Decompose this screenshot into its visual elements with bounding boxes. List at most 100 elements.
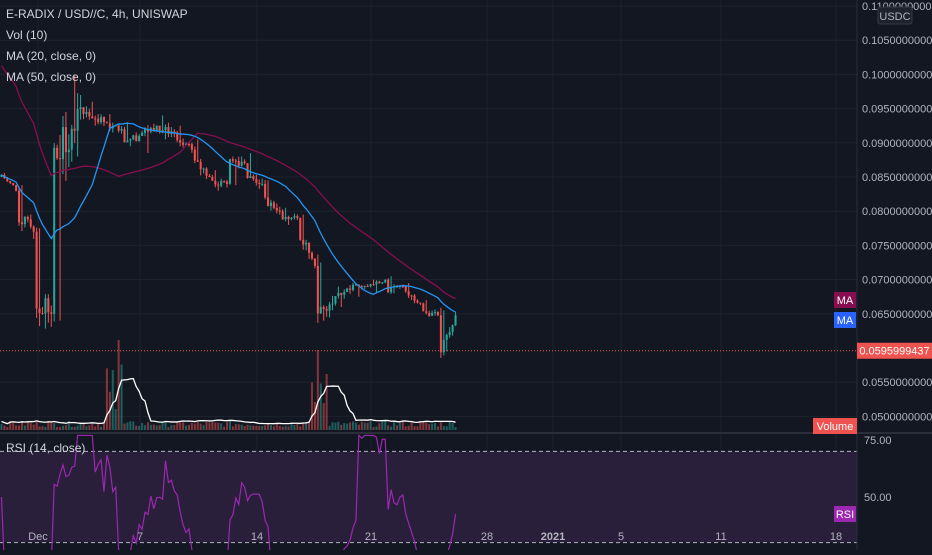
candle-body bbox=[126, 140, 129, 143]
volume-bar bbox=[126, 422, 129, 430]
volume-bar bbox=[319, 383, 322, 430]
candle-body bbox=[410, 295, 413, 297]
volume-bar bbox=[381, 421, 384, 430]
volume-bar bbox=[79, 423, 82, 430]
rsi-tick-label: 50.00 bbox=[864, 492, 892, 504]
volume-bar bbox=[15, 425, 18, 430]
candle-body bbox=[243, 161, 246, 164]
volume-bar bbox=[375, 426, 378, 430]
candle-body bbox=[313, 258, 316, 266]
volume-bar bbox=[448, 422, 451, 430]
candle-body bbox=[38, 308, 41, 313]
candle-body bbox=[102, 117, 106, 123]
volume-bar bbox=[184, 425, 188, 430]
volume-bar bbox=[82, 423, 85, 430]
volume-bar bbox=[275, 422, 278, 430]
volume-bar bbox=[217, 422, 220, 430]
y-tick-label: 0.0650000000 bbox=[862, 309, 932, 321]
volume-bar bbox=[3, 425, 6, 430]
candle-body bbox=[281, 211, 284, 220]
volume-bar bbox=[20, 421, 23, 430]
volume-bar bbox=[9, 421, 12, 430]
candle-body bbox=[234, 160, 237, 162]
candle-body bbox=[76, 109, 79, 131]
badges: MA MA 0.0595999437 Volume RSI bbox=[813, 292, 932, 522]
candle-body bbox=[182, 142, 185, 145]
volume-bar bbox=[398, 423, 401, 430]
rsi-pane[interactable]: RSI (14, close) bbox=[0, 434, 857, 555]
volume-bar bbox=[111, 370, 114, 430]
volume-bar bbox=[325, 373, 328, 430]
candle-body bbox=[231, 159, 234, 161]
candle-body bbox=[264, 183, 267, 198]
candle-body bbox=[451, 325, 454, 332]
volume-bar bbox=[105, 368, 108, 430]
candle-body bbox=[255, 178, 258, 183]
volume-bar bbox=[281, 426, 284, 430]
volume-bar bbox=[76, 425, 79, 430]
y-tick-label: 0.0900000000 bbox=[862, 138, 932, 150]
candle-body bbox=[173, 131, 176, 133]
candle-body bbox=[366, 286, 369, 288]
candle-body bbox=[208, 175, 211, 177]
indicator-lines bbox=[0, 65, 857, 352]
legend-ma20[interactable]: MA (20, close, 0) bbox=[6, 49, 97, 63]
legend-symbol[interactable]: E-RADIX / USD//C, 4h, UNISWAP bbox=[6, 7, 188, 21]
volume-bar bbox=[176, 422, 179, 430]
volume-bar bbox=[85, 426, 88, 430]
volume-badge: Volume bbox=[817, 421, 854, 433]
candle-body bbox=[138, 135, 141, 142]
legend: E-RADIX / USD//C, 4h, UNISWAP Vol (10) M… bbox=[6, 4, 188, 88]
candle-body bbox=[29, 219, 32, 227]
candle-body bbox=[73, 128, 76, 131]
y-tick-label: 0.0850000000 bbox=[862, 172, 932, 184]
volume-bar bbox=[138, 425, 141, 430]
volume-bar bbox=[12, 423, 15, 430]
candle-body bbox=[267, 197, 270, 206]
candle-body bbox=[56, 147, 59, 159]
ma20-line bbox=[1, 122, 456, 313]
volume-bar bbox=[179, 421, 182, 430]
candle-body bbox=[0, 174, 3, 177]
volume-bar bbox=[67, 421, 70, 430]
candle-body bbox=[384, 279, 387, 283]
candle-body bbox=[381, 282, 384, 284]
candle-body bbox=[228, 159, 231, 184]
candle-body bbox=[316, 265, 319, 314]
volume-bar bbox=[436, 426, 439, 430]
volume-bar bbox=[401, 421, 404, 430]
candle-body bbox=[310, 252, 314, 259]
volume-bar bbox=[231, 426, 234, 430]
candle-body bbox=[454, 315, 457, 326]
legend-ma50[interactable]: MA (50, close, 0) bbox=[6, 70, 97, 84]
volume-bar bbox=[240, 424, 243, 430]
y-tick-label: 0.1050000000 bbox=[862, 35, 932, 47]
volume-bar bbox=[41, 426, 44, 430]
volume-bar bbox=[428, 424, 431, 430]
legend-vol[interactable]: Vol (10) bbox=[6, 28, 48, 42]
volume-bar bbox=[346, 423, 349, 430]
y-tick-label: 0.0800000000 bbox=[862, 206, 932, 218]
candle-body bbox=[82, 107, 85, 114]
volume-bar bbox=[357, 424, 360, 430]
last-price-badge: 0.0595999437 bbox=[859, 346, 929, 358]
volume-bar bbox=[296, 423, 299, 430]
volume-bar bbox=[451, 422, 454, 430]
ma50-line bbox=[0, 65, 456, 300]
candle-body bbox=[97, 118, 100, 123]
candle-body bbox=[184, 143, 188, 145]
candle-body bbox=[442, 339, 445, 353]
rsi-line bbox=[0, 434, 457, 555]
volume-bar bbox=[308, 421, 311, 430]
candle-body bbox=[6, 178, 9, 182]
volume-bar bbox=[234, 424, 237, 430]
candle-body bbox=[146, 129, 149, 132]
volume-bar bbox=[390, 426, 393, 430]
volume-bar bbox=[44, 426, 47, 430]
volume-bar bbox=[129, 421, 132, 430]
candle-body bbox=[425, 311, 428, 313]
candle-body bbox=[296, 216, 299, 219]
volume-bar bbox=[205, 422, 208, 430]
